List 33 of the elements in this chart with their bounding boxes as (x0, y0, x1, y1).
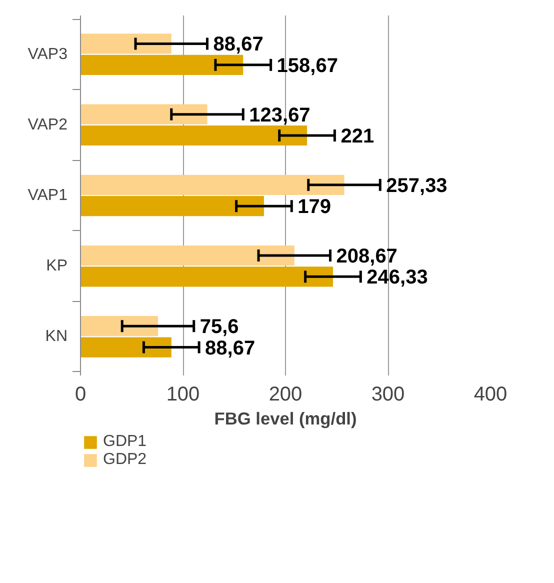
bar (80, 104, 208, 124)
data-label: 246,33 (366, 266, 428, 289)
data-label: 75,6 (200, 316, 239, 338)
data-label: 88,67 (213, 34, 264, 56)
bar (80, 316, 158, 336)
bar (80, 125, 308, 146)
x-tick-label: 400 (474, 384, 508, 406)
data-label: 208,67 (336, 246, 398, 268)
x-tick-label: 100 (166, 384, 200, 406)
data-label: 88,67 (205, 337, 256, 360)
bar (80, 266, 333, 287)
x-axis-title: FBG level (mg/dl) (214, 408, 357, 428)
x-tick-label: 200 (268, 384, 302, 406)
y-tick-label: KN (45, 328, 68, 346)
bar (80, 337, 172, 358)
data-label: 257,33 (386, 174, 448, 197)
data-label: 123,67 (249, 104, 310, 126)
bar (80, 245, 294, 266)
bar (80, 54, 244, 75)
data-label: 221 (340, 126, 374, 148)
bar (80, 34, 172, 54)
legend-label: GDP1 (103, 433, 147, 451)
y-tick-label: VAP2 (28, 116, 68, 134)
x-tick-label: 0 (74, 384, 86, 406)
y-tick-label: VAP3 (28, 46, 68, 63)
data-label: 179 (298, 196, 332, 218)
bar (80, 174, 344, 195)
legend-label: GDP2 (103, 451, 147, 469)
x-tick-label: 300 (371, 384, 405, 406)
y-tick-label: VAP1 (28, 187, 68, 204)
y-tick-label: KP (46, 258, 68, 275)
bar (80, 196, 264, 216)
data-label: 158,67 (276, 54, 338, 77)
